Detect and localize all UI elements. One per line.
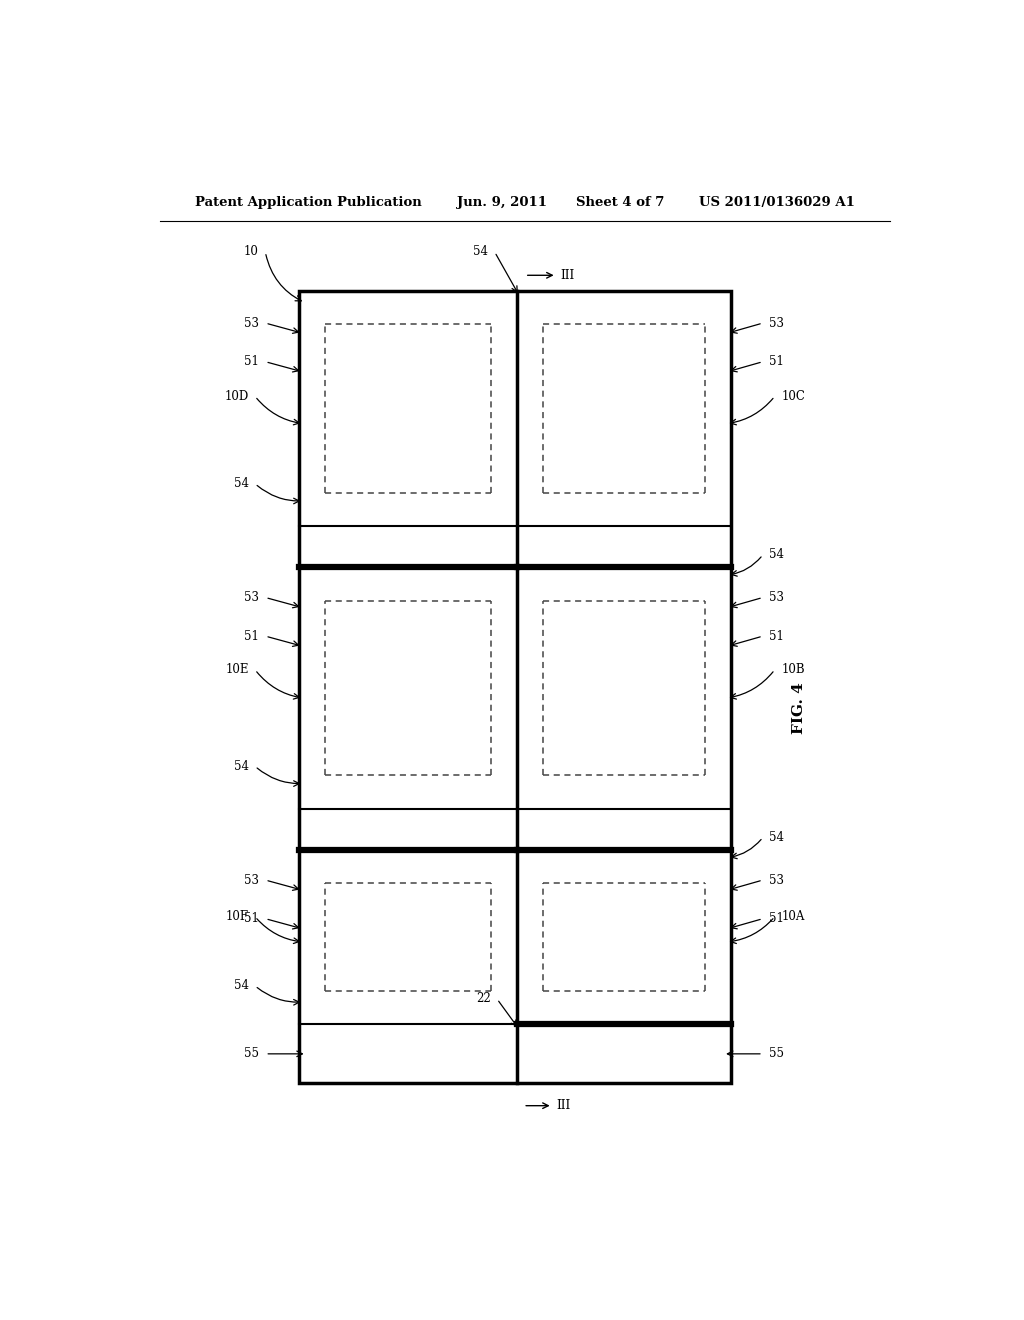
Text: III: III xyxy=(557,1100,570,1113)
Bar xyxy=(299,290,731,1084)
Text: 54: 54 xyxy=(233,477,249,490)
Text: 55: 55 xyxy=(769,1047,784,1060)
Text: 51: 51 xyxy=(769,912,784,925)
Text: Patent Application Publication: Patent Application Publication xyxy=(196,195,422,209)
Text: 53: 53 xyxy=(769,317,784,330)
Text: 53: 53 xyxy=(244,317,259,330)
Text: 10E: 10E xyxy=(225,663,249,676)
Text: 22: 22 xyxy=(476,993,490,1006)
Text: 10A: 10A xyxy=(781,909,805,923)
Text: 10F: 10F xyxy=(225,909,249,923)
Text: US 2011/0136029 A1: US 2011/0136029 A1 xyxy=(699,195,855,209)
Text: 51: 51 xyxy=(769,630,784,643)
Text: 10B: 10B xyxy=(781,663,805,676)
Text: 51: 51 xyxy=(769,355,784,368)
Text: Jun. 9, 2011: Jun. 9, 2011 xyxy=(458,195,548,209)
Text: 51: 51 xyxy=(244,912,259,925)
Text: 53: 53 xyxy=(244,591,259,605)
Text: III: III xyxy=(560,269,574,281)
Text: 10: 10 xyxy=(244,246,259,259)
Text: 54: 54 xyxy=(233,760,249,772)
Text: 54: 54 xyxy=(769,548,784,561)
Text: FIG. 4: FIG. 4 xyxy=(792,682,806,734)
Text: 53: 53 xyxy=(244,874,259,887)
Text: 10D: 10D xyxy=(224,389,249,403)
Text: 54: 54 xyxy=(769,830,784,843)
Text: Sheet 4 of 7: Sheet 4 of 7 xyxy=(577,195,665,209)
Text: 53: 53 xyxy=(769,591,784,605)
Text: 51: 51 xyxy=(244,355,259,368)
Text: 51: 51 xyxy=(244,630,259,643)
Text: 54: 54 xyxy=(233,979,249,993)
Text: 53: 53 xyxy=(769,874,784,887)
Text: 10C: 10C xyxy=(781,389,805,403)
Text: 55: 55 xyxy=(244,1047,259,1060)
Text: 54: 54 xyxy=(473,246,488,259)
